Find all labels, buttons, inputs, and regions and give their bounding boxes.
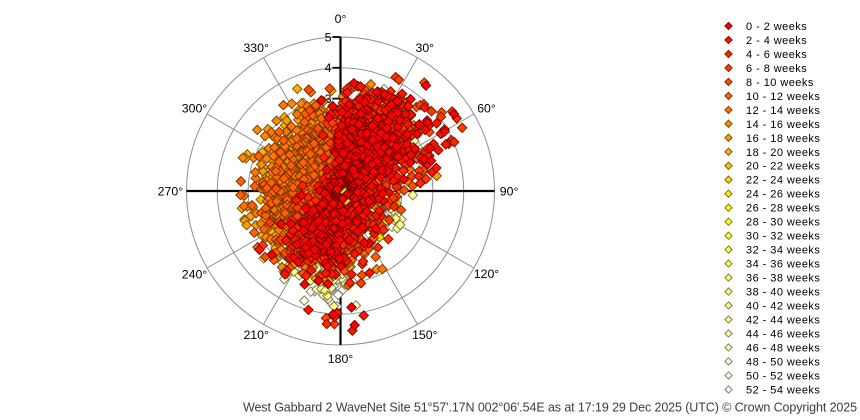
svg-text:West Gabbard 2 WaveNet Site 51: West Gabbard 2 WaveNet Site 51°57'.17N 0… [243,401,857,415]
svg-text:20 - 22 weeks: 20 - 22 weeks [746,161,820,173]
svg-text:52 - 54 weeks: 52 - 54 weeks [746,384,820,396]
svg-text:24 - 26 weeks: 24 - 26 weeks [746,189,820,201]
svg-text:22 - 24 weeks: 22 - 24 weeks [746,175,820,187]
svg-text:30°: 30° [415,41,434,55]
svg-text:46 - 48 weeks: 46 - 48 weeks [746,342,820,354]
svg-text:12 - 14 weeks: 12 - 14 weeks [746,105,820,117]
svg-text:16 - 18 weeks: 16 - 18 weeks [746,133,820,145]
svg-text:32 - 34 weeks: 32 - 34 weeks [746,245,820,257]
svg-text:26 - 28 weeks: 26 - 28 weeks [746,203,820,215]
svg-text:48 - 50 weeks: 48 - 50 weeks [746,356,820,368]
svg-text:90°: 90° [500,184,519,198]
svg-text:28 - 30 weeks: 28 - 30 weeks [746,217,820,229]
svg-text:180°: 180° [328,352,354,366]
svg-text:36 - 38 weeks: 36 - 38 weeks [746,273,820,285]
svg-text:8 - 10 weeks: 8 - 10 weeks [746,77,814,89]
svg-text:60°: 60° [477,102,496,116]
svg-text:4 - 6 weeks: 4 - 6 weeks [746,49,807,61]
svg-text:14 - 16 weeks: 14 - 16 weeks [746,119,820,131]
svg-text:150°: 150° [412,328,438,342]
svg-text:38 - 40 weeks: 38 - 40 weeks [746,287,820,299]
svg-text:4: 4 [325,61,332,75]
svg-text:240°: 240° [182,267,208,281]
svg-text:2 - 4 weeks: 2 - 4 weeks [746,35,807,47]
svg-text:50 - 52 weeks: 50 - 52 weeks [746,370,820,382]
svg-text:120°: 120° [474,267,500,281]
svg-text:42 - 44 weeks: 42 - 44 weeks [746,314,820,326]
svg-text:30 - 32 weeks: 30 - 32 weeks [746,231,820,243]
svg-text:44 - 46 weeks: 44 - 46 weeks [746,328,820,340]
svg-text:0 - 2 weeks: 0 - 2 weeks [746,21,807,33]
svg-text:210°: 210° [243,328,269,342]
svg-text:40 - 42 weeks: 40 - 42 weeks [746,301,820,313]
svg-text:10 - 12 weeks: 10 - 12 weeks [746,91,820,103]
svg-text:3: 3 [325,92,332,106]
svg-text:270°: 270° [158,184,184,198]
svg-text:330°: 330° [243,41,269,55]
svg-text:0°: 0° [335,12,347,26]
svg-text:34 - 36 weeks: 34 - 36 weeks [746,259,820,271]
svg-text:6 - 8 weeks: 6 - 8 weeks [746,63,807,75]
svg-text:5: 5 [325,30,332,44]
svg-text:18 - 20 weeks: 18 - 20 weeks [746,147,820,159]
svg-text:300°: 300° [182,102,208,116]
